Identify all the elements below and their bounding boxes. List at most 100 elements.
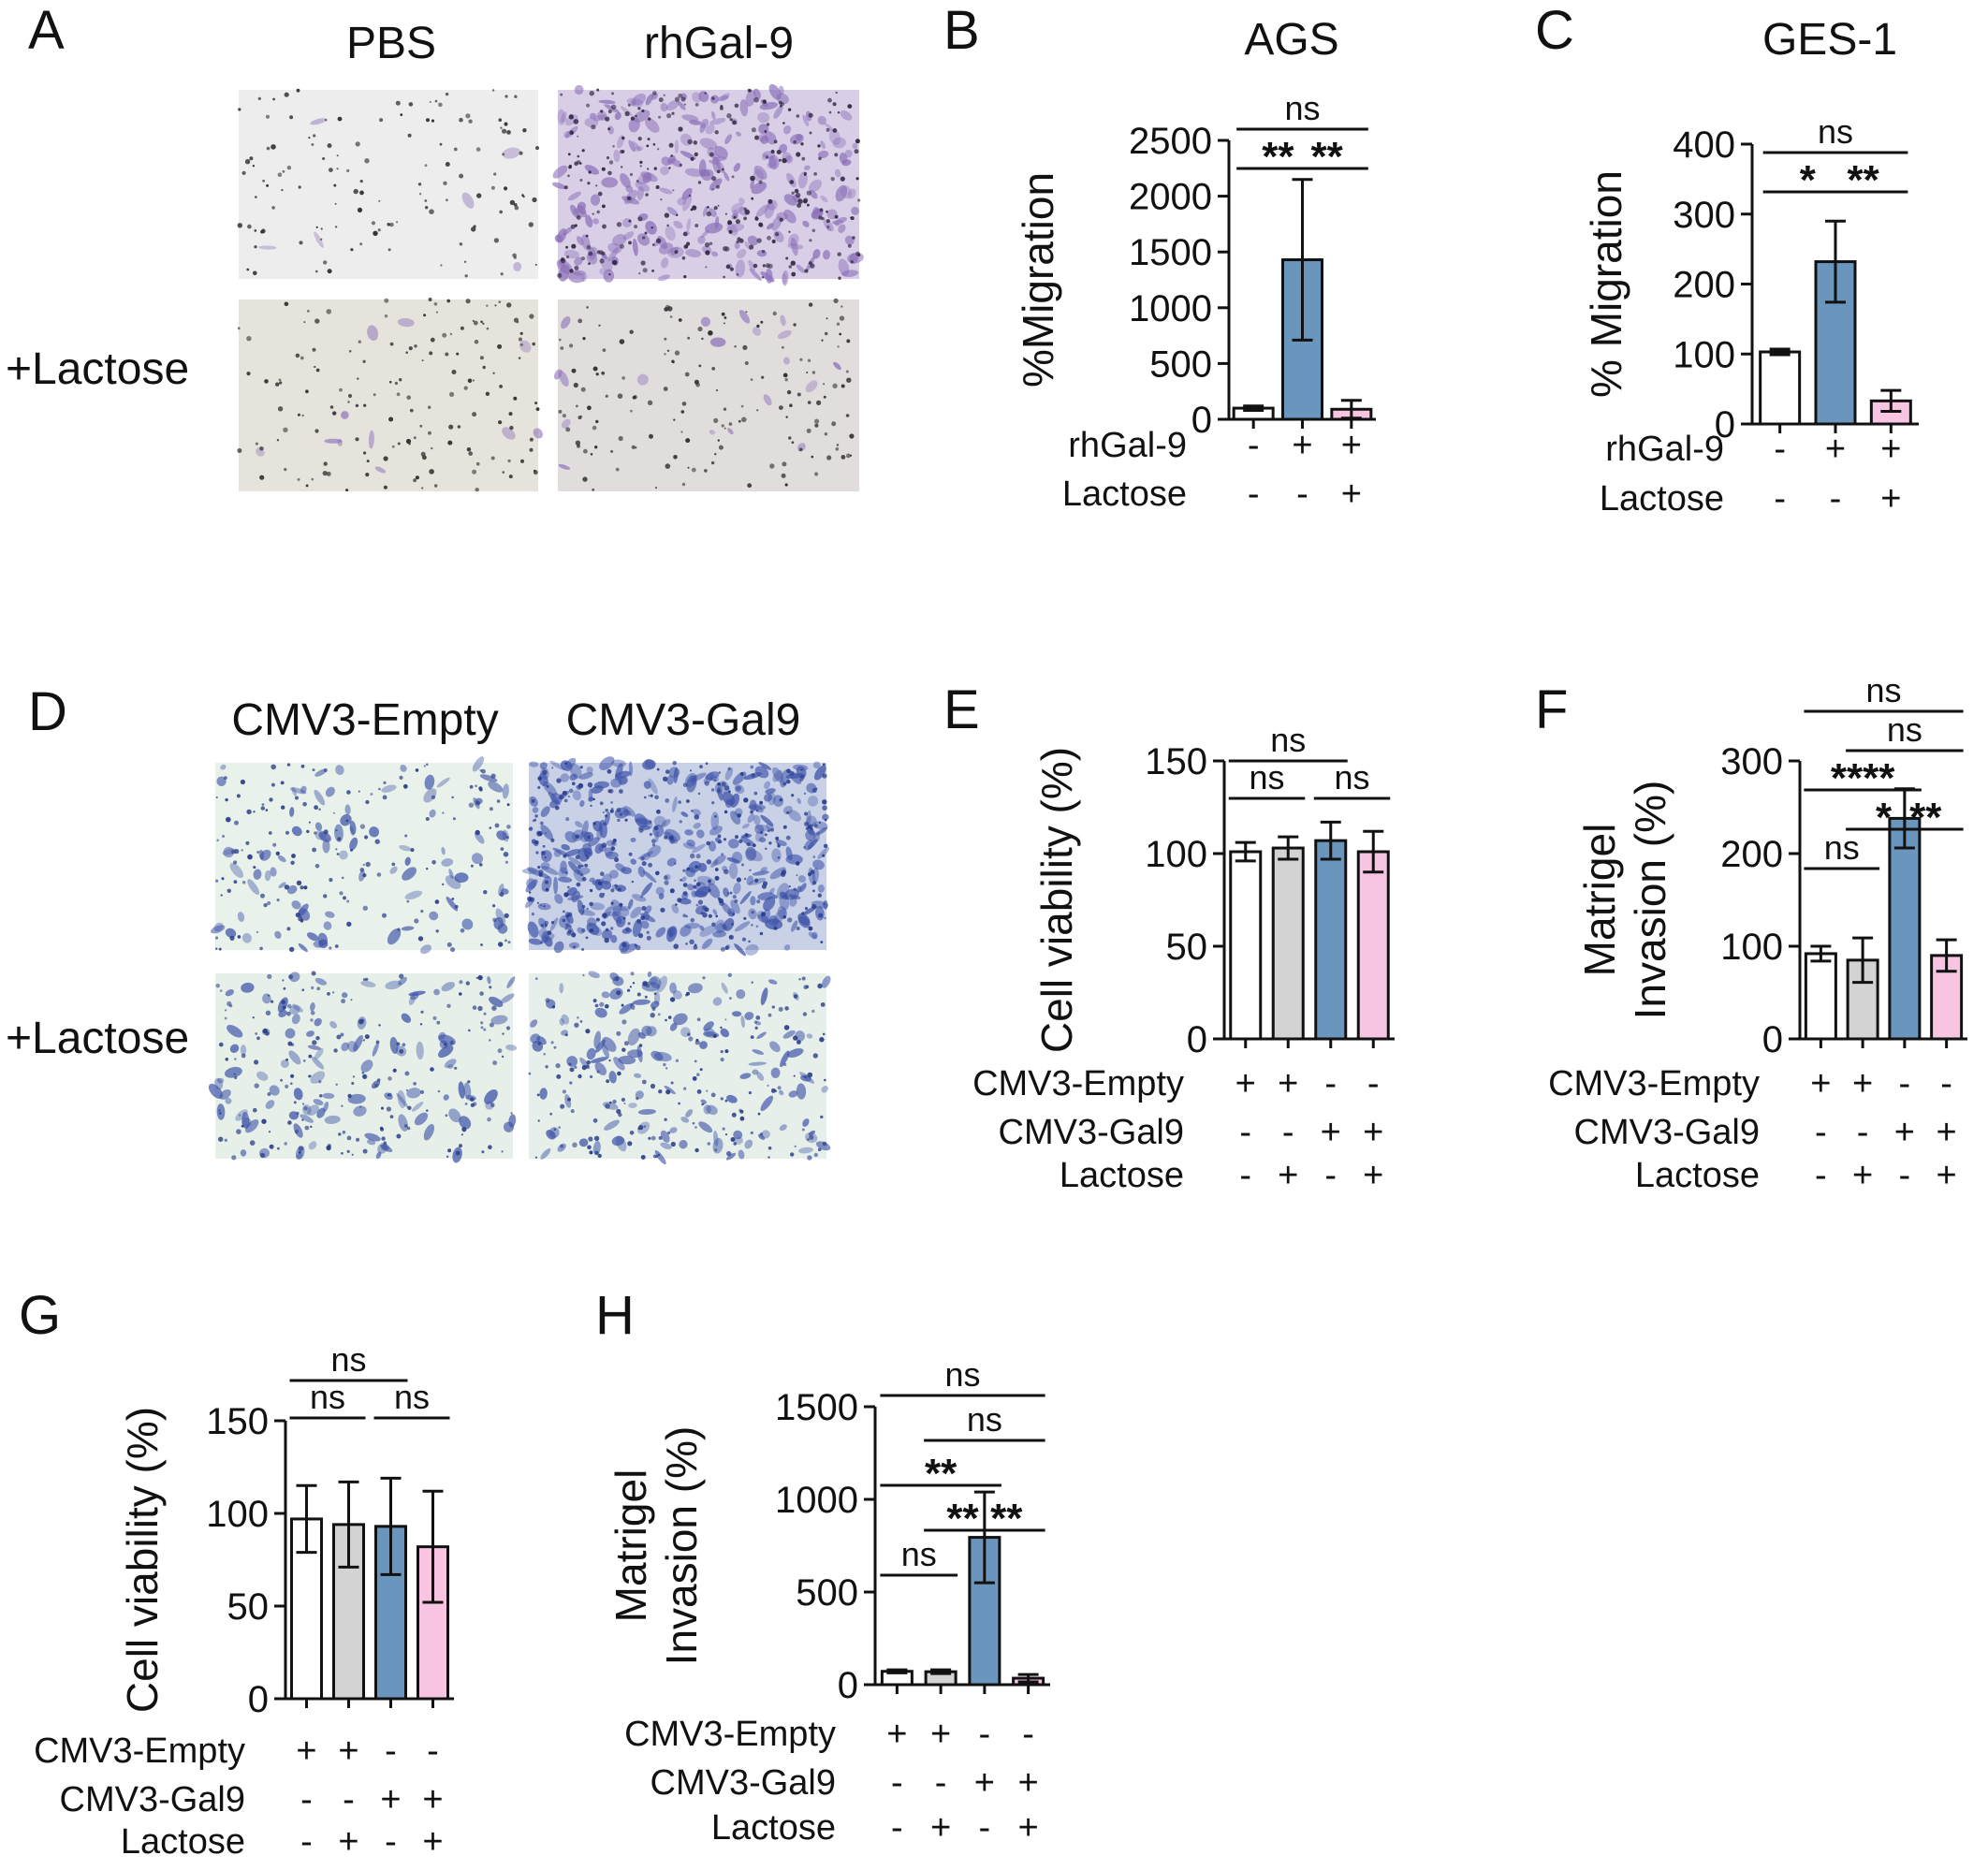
y-tick-label: 200 <box>1720 834 1783 875</box>
y-tick-label: 50 <box>227 1586 270 1628</box>
y-tick-label: 100 <box>1673 334 1735 375</box>
condition-sign: - <box>1282 1113 1294 1152</box>
condition-sign: + <box>1894 1113 1915 1152</box>
y-tick-label: 1000 <box>1129 288 1212 329</box>
significance-label: ns <box>944 1355 980 1394</box>
micrograph-panel-d: D CMV3-Empty CMV3-Gal9 +Lactose <box>6 681 831 1165</box>
condition-row-label: Lactose <box>1060 1156 1184 1195</box>
condition-sign: - <box>1248 426 1260 465</box>
y-tick-label: 1000 <box>775 1480 858 1521</box>
condition-sign: + <box>1363 1113 1383 1152</box>
condition-sign: - <box>1830 479 1842 519</box>
condition-sign: - <box>891 1808 903 1848</box>
condition-sign: + <box>1852 1064 1873 1103</box>
significance-label: **** <box>1831 755 1895 801</box>
condition-row-label: CMV3-Gal9 <box>650 1763 837 1803</box>
condition-sign: - <box>300 1780 313 1819</box>
y-tick-label: 400 <box>1673 124 1735 166</box>
condition-sign: + <box>380 1780 401 1819</box>
condition-row-label: CMV3-Empty <box>972 1064 1184 1103</box>
panel-letter-g: G <box>19 1285 61 1346</box>
condition-sign: + <box>296 1731 316 1771</box>
y-tick-label: 150 <box>206 1401 269 1442</box>
y-tick-label: 0 <box>1191 400 1212 441</box>
significance-label: ns <box>1887 710 1922 749</box>
micrograph-image <box>553 298 859 491</box>
micrograph-image <box>211 756 513 955</box>
significance-label: ns <box>1284 89 1320 127</box>
y-tick-label: 1500 <box>1129 232 1212 273</box>
panel-letter-f: F <box>1535 679 1568 740</box>
condition-sign: - <box>300 1822 313 1862</box>
significance-label: ** <box>990 1496 1023 1541</box>
significance-label: ns <box>901 1535 937 1573</box>
bar <box>1271 846 1305 1041</box>
panel-letter-a: A <box>28 0 65 61</box>
micrograph-image <box>208 971 518 1163</box>
panel-letter-c: C <box>1535 0 1574 61</box>
y-axis-label: Matrigel <box>1575 824 1624 977</box>
condition-sign: - <box>1815 1156 1827 1195</box>
significance-label: ns <box>1824 828 1860 867</box>
significance-label: ns <box>330 1340 366 1379</box>
condition-sign: + <box>338 1731 358 1771</box>
condition-sign: + <box>1880 479 1901 519</box>
y-tick-label: 100 <box>1145 834 1207 875</box>
condition-sign: - <box>1367 1064 1380 1103</box>
condition-sign: + <box>930 1808 951 1848</box>
y-tick-label: 150 <box>1145 741 1207 782</box>
micrograph-image <box>237 298 544 492</box>
condition-sign: - <box>935 1763 947 1803</box>
condition-row-label: CMV3-Gal9 <box>60 1780 246 1819</box>
condition-sign: - <box>1248 475 1260 514</box>
condition-sign: + <box>1321 1113 1341 1152</box>
condition-sign: - <box>1899 1064 1911 1103</box>
micrograph-column-title: CMV3-Gal9 <box>566 695 801 745</box>
y-axis-label: Invasion (%) <box>657 1426 706 1666</box>
condition-sign: + <box>1235 1064 1256 1103</box>
condition-sign: - <box>1940 1064 1952 1103</box>
condition-sign: + <box>974 1763 995 1803</box>
y-axis-label: Invasion (%) <box>1626 781 1674 1020</box>
y-tick-label: 0 <box>1187 1019 1207 1060</box>
condition-row-label: CMV3-Empty <box>34 1731 245 1771</box>
y-tick-label: 50 <box>1166 927 1208 968</box>
micrograph-image <box>528 971 831 1165</box>
condition-sign: + <box>422 1822 443 1862</box>
condition-sign: + <box>338 1822 358 1862</box>
condition-sign: + <box>1278 1156 1298 1195</box>
condition-row-label: Lactose <box>711 1808 836 1848</box>
condition-row-label: CMV3-Gal9 <box>1574 1113 1761 1152</box>
bar <box>1759 350 1802 426</box>
condition-sign: + <box>1363 1156 1383 1195</box>
condition-row-label: CMV3-Gal9 <box>999 1113 1185 1152</box>
y-axis-label: % Migration <box>1582 170 1630 398</box>
bar <box>1356 850 1390 1041</box>
micrograph-column-title: PBS <box>346 19 436 68</box>
condition-sign: - <box>385 1822 397 1862</box>
condition-sign: - <box>1239 1113 1251 1152</box>
bar <box>1846 958 1879 1041</box>
condition-sign: - <box>979 1715 991 1754</box>
panel-letter-b: B <box>943 0 980 61</box>
condition-sign: + <box>1341 475 1362 514</box>
bar <box>1888 816 1922 1041</box>
bar <box>1314 839 1348 1041</box>
micrograph-image <box>237 88 539 279</box>
condition-sign: - <box>1815 1113 1827 1152</box>
micrograph-panel-a: A PBS rhGal-9 +Lactose <box>6 0 864 492</box>
condition-sign: - <box>1022 1715 1034 1754</box>
condition-sign: - <box>1774 479 1786 519</box>
chart-panel-b: B AGS 0 500 1000 1500 2000 2500 %Migration ** ** ns… <box>943 0 1376 514</box>
y-tick-label: 2500 <box>1129 121 1212 162</box>
y-axis-label: Cell viability (%) <box>1032 747 1081 1053</box>
condition-row-label: CMV3-Empty <box>624 1715 836 1754</box>
micrograph-image <box>552 83 864 286</box>
bar <box>1804 952 1837 1041</box>
significance-label: ** <box>1909 795 1942 840</box>
condition-sign: - <box>343 1780 355 1819</box>
micrograph-image <box>521 756 830 957</box>
panel-letter-h: H <box>595 1285 635 1346</box>
y-tick-label: 0 <box>248 1679 269 1720</box>
